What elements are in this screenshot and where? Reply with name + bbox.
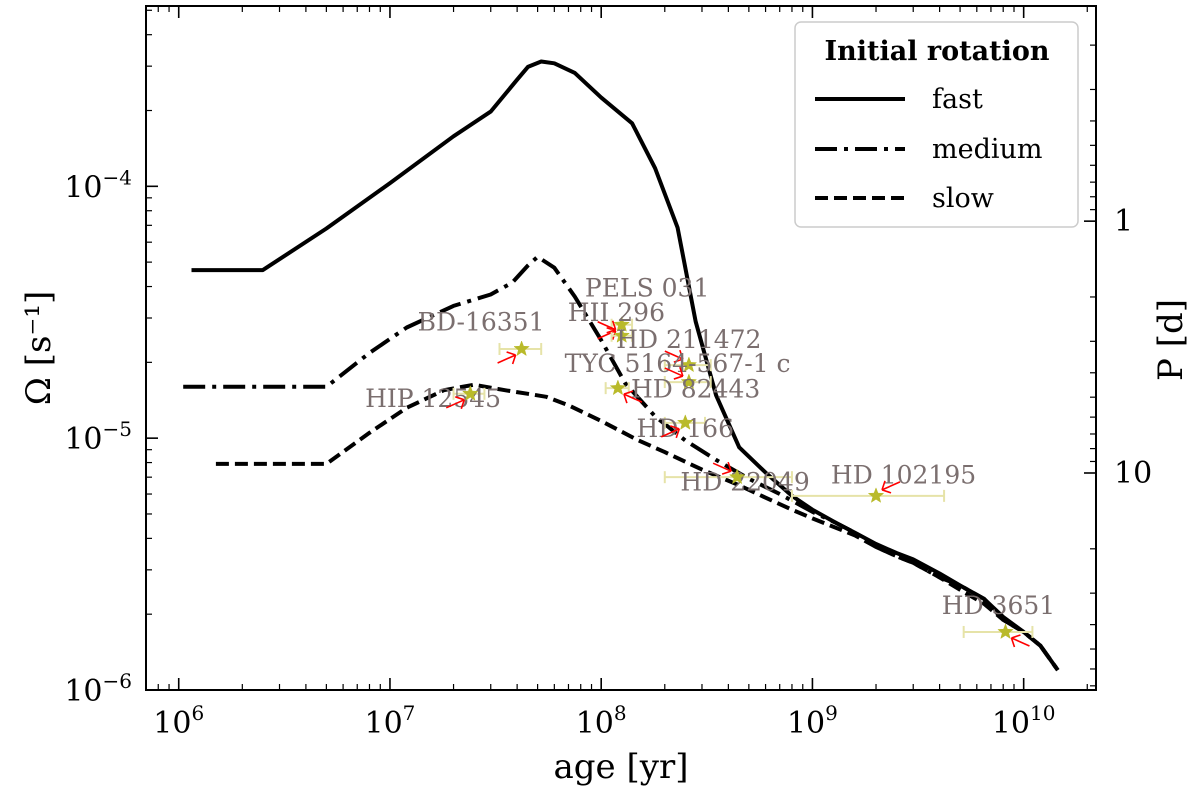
- star-label: BD-16351: [418, 307, 545, 336]
- star-arrow-head: [721, 470, 732, 475]
- star-arrow-head: [623, 390, 634, 395]
- y2-tick-label: 10: [1114, 456, 1152, 491]
- star-marker-group: HD 22049: [663, 461, 810, 496]
- star-marker: [676, 414, 694, 430]
- star-marker: [609, 379, 627, 396]
- x-tick-label: 107: [364, 701, 415, 741]
- y-axis-label: Ω [s⁻¹]: [19, 291, 59, 406]
- star-arrow-head: [606, 329, 616, 334]
- star-marker-group: HD 3651: [942, 591, 1055, 648]
- star-marker-group: TYC 5164-567-1 c: [565, 349, 791, 390]
- plot-frame: [145, 5, 1097, 691]
- y-tick-label: 10−4: [64, 165, 132, 205]
- legend-title: Initial rotation: [825, 36, 1050, 67]
- x-tick-label: 109: [787, 701, 838, 741]
- star-arrow: [664, 367, 684, 377]
- star-arrow-head: [611, 320, 617, 331]
- legend-box: [794, 21, 1079, 228]
- star-arrow-head: [679, 349, 684, 360]
- star-arrow-head: [881, 480, 886, 491]
- star-marker-group: HD 166: [636, 414, 734, 443]
- star-arrow-head: [511, 354, 517, 365]
- star-arrow-head: [673, 358, 684, 363]
- star-marker-group: PELS 031: [585, 274, 709, 341]
- y2-axis-label: P [d]: [1151, 299, 1191, 381]
- star-marker-group: BD-16351: [418, 307, 545, 365]
- x-tick-label: 106: [153, 701, 204, 741]
- star-arrow-head: [670, 425, 680, 430]
- star-arrow: [664, 350, 684, 360]
- star-arrow-head: [1010, 637, 1016, 648]
- star-marker-group: HD 211472: [616, 325, 761, 373]
- star-marker: [680, 356, 698, 373]
- star-arrow-head: [675, 428, 681, 439]
- star-marker: [728, 468, 746, 485]
- series-layer: [183, 59, 1060, 672]
- series-line-slow: [215, 382, 1060, 672]
- legend-label-slow: slow: [932, 183, 994, 214]
- star-arrow: [497, 354, 516, 364]
- star-label: HD 82443: [631, 375, 760, 404]
- y2-tick-label: 1: [1114, 204, 1133, 239]
- x-axis-label: age [yr]: [554, 747, 689, 787]
- star-arrow: [712, 462, 732, 472]
- star-marker-group: HD 102195: [790, 461, 976, 503]
- star-arrow: [597, 321, 616, 331]
- x-tick-label: 1010: [992, 701, 1056, 741]
- star-arrow-head: [727, 461, 732, 472]
- series-line-medium: [183, 254, 1060, 672]
- legend: Initial rotation fast medium slow: [794, 21, 1079, 228]
- star-marker: [997, 623, 1014, 639]
- star-marker-group: HIP 12545: [365, 384, 501, 413]
- star-arrow-head: [506, 351, 516, 356]
- y-tick-label: 10−6: [64, 669, 132, 709]
- star-label: HII 296: [568, 298, 665, 327]
- star-arrow-head: [455, 396, 465, 401]
- star-label: HD 3651: [942, 591, 1055, 620]
- star-label: HD 22049: [680, 467, 809, 496]
- star-label: HD 211472: [616, 325, 761, 354]
- star-arrow-head: [460, 399, 466, 410]
- star-arrow-head: [673, 375, 684, 380]
- star-marker: [680, 373, 698, 390]
- star-arrow-head: [623, 393, 628, 404]
- star-label: PELS 031: [585, 274, 709, 303]
- star-arrow: [445, 399, 465, 409]
- star-marker: [867, 487, 885, 503]
- star-label: HIP 12545: [365, 384, 501, 413]
- star-arrow: [623, 393, 643, 403]
- star-arrow-head: [881, 489, 892, 494]
- star-arrow: [1011, 637, 1030, 647]
- star-marker: [513, 340, 530, 357]
- y-tick-label: 10−5: [64, 417, 132, 457]
- star-arrow: [597, 330, 616, 340]
- legend-label-medium: medium: [932, 134, 1043, 165]
- star-marker: [462, 385, 479, 401]
- star-arrow-head: [679, 366, 684, 377]
- legend-label-fast: fast: [932, 84, 983, 115]
- star-marker-group: HD 82443: [604, 375, 760, 404]
- star-arrow-head: [1011, 634, 1021, 639]
- x-tick-label: 108: [576, 701, 627, 741]
- star-marker: [613, 327, 630, 343]
- star-label: HD 102195: [831, 461, 976, 490]
- ticks-layer: 106 107 108 109 1010 10−6 10−5 10−4 1 10: [64, 6, 1152, 741]
- star-marker-group: HII 296: [568, 298, 665, 343]
- star-arrow: [660, 428, 680, 438]
- star-arrow: [881, 481, 901, 491]
